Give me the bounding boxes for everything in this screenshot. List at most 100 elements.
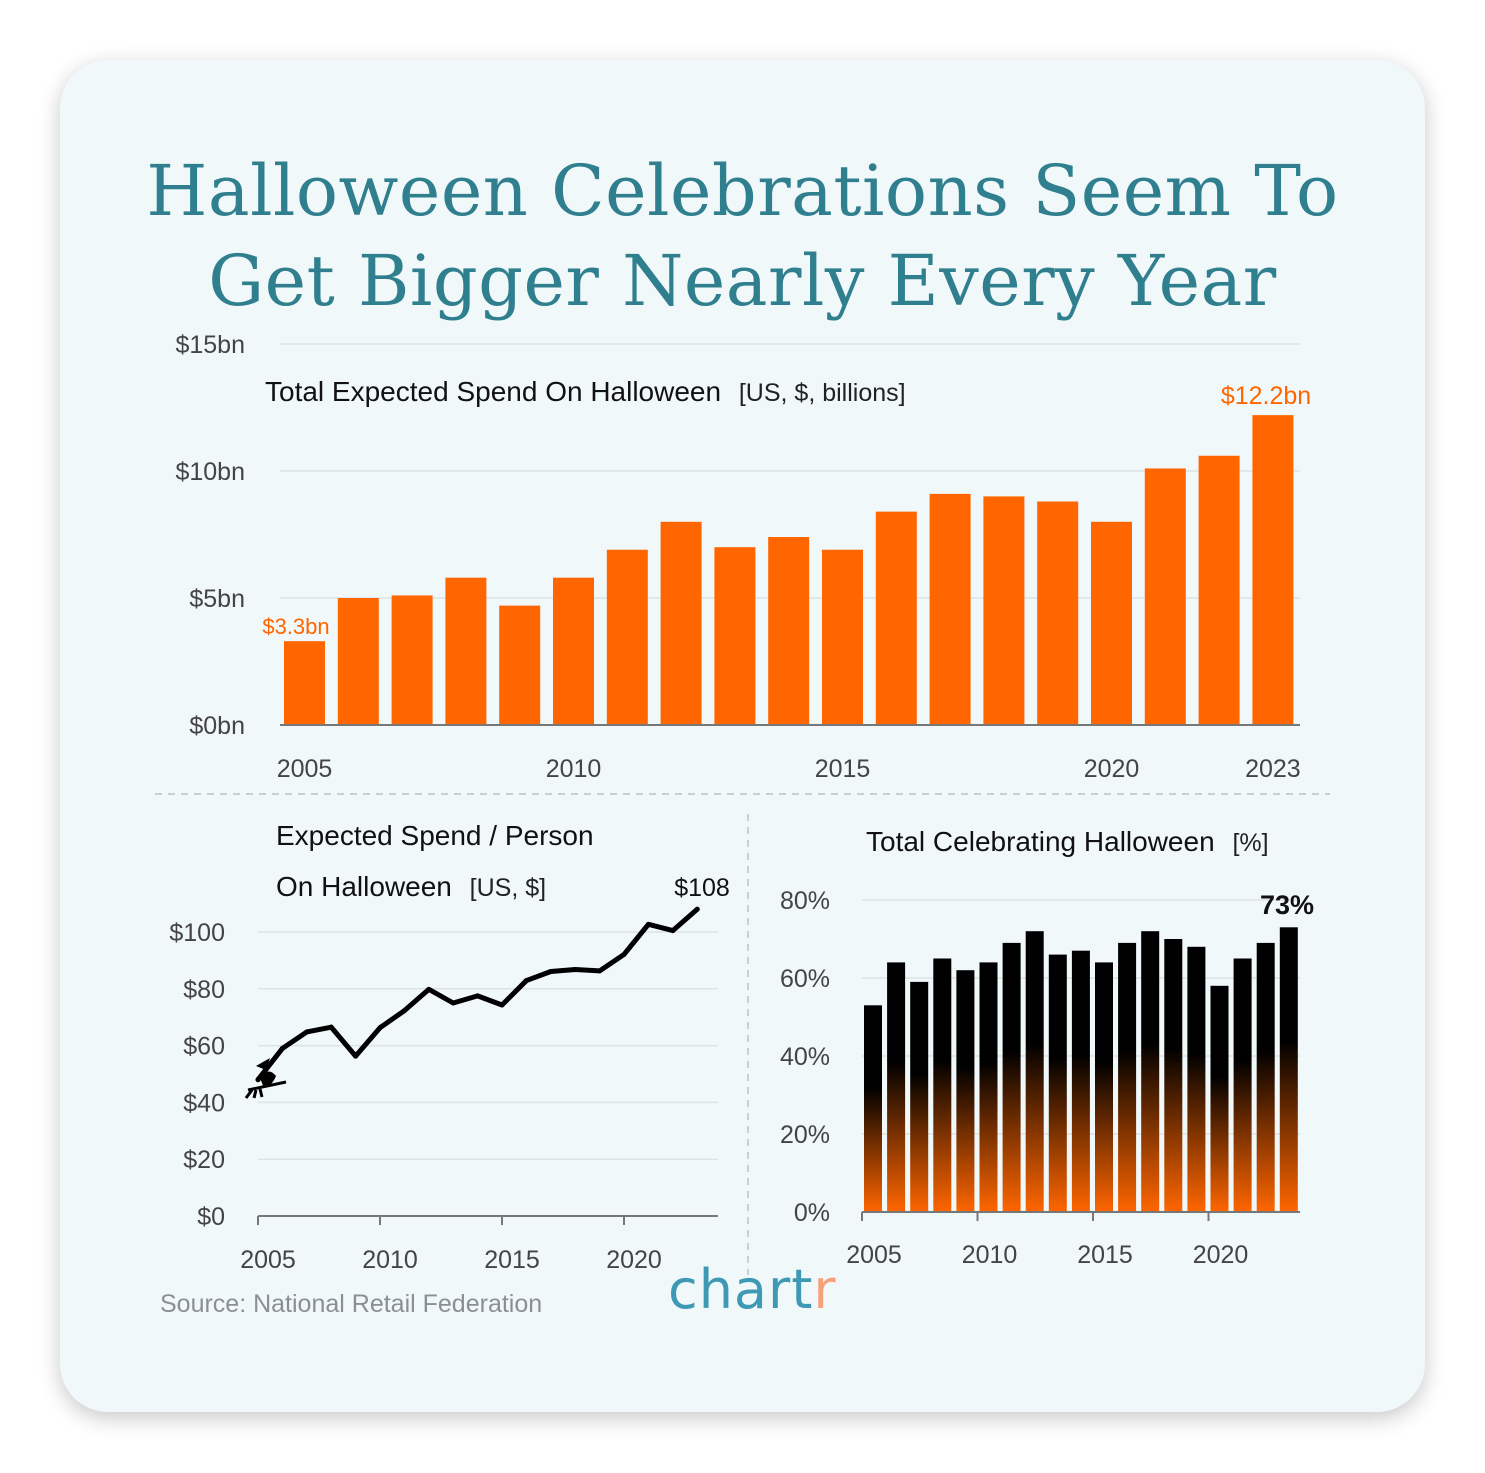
line-last-value-label: $108 bbox=[674, 874, 730, 902]
line-point bbox=[450, 1000, 456, 1006]
top-y-tick-label: $5bn bbox=[189, 585, 245, 613]
pct-chart-title-main: Total Celebrating Halloween bbox=[866, 826, 1215, 857]
line-x-tick-label: 2020 bbox=[606, 1246, 662, 1274]
logo-accent: r bbox=[813, 1258, 837, 1321]
line-point bbox=[475, 993, 481, 999]
top-bar bbox=[768, 537, 810, 725]
line-chart-title-main: On Halloween bbox=[276, 871, 452, 902]
pct-bar bbox=[1210, 985, 1229, 1212]
top-chart-title-main: Total Expected Spend On Halloween bbox=[265, 376, 721, 407]
line-point bbox=[670, 928, 676, 934]
pct-bar bbox=[887, 962, 906, 1212]
line-y-tick-label: $100 bbox=[169, 919, 225, 947]
pct-bar bbox=[1118, 942, 1137, 1212]
page-title-line-2: Get Bigger Nearly Every Year bbox=[208, 240, 1277, 322]
celebrating-chart: 0% 20% 40% 60% 80% 2005 2010 2015 2020 Total Ce… bbox=[780, 826, 1314, 1269]
total-spend-chart: $0bn$5bn$10bn$15bn 2005 2010 2015 2020 2023 … bbox=[175, 331, 1311, 783]
pct-chart-title: Total Celebrating Halloween [%] bbox=[866, 826, 1269, 857]
pct-bar bbox=[1025, 931, 1044, 1212]
top-bar bbox=[1091, 521, 1132, 725]
top-bar bbox=[284, 641, 325, 725]
line-chart-title-line-2: On Halloween [US, $] bbox=[276, 871, 546, 902]
pct-y-tick-label: 60% bbox=[780, 965, 830, 993]
top-bar bbox=[1252, 415, 1294, 725]
line-point bbox=[645, 921, 651, 927]
top-bar bbox=[553, 577, 594, 725]
top-bar bbox=[875, 511, 917, 725]
pct-x-tick-label: 2020 bbox=[1193, 1241, 1249, 1269]
pct-bar bbox=[979, 962, 998, 1212]
spend-per-person-chart: $0 $20 $40 $60 $80 $100 2005 2010 2015 2020 Expe… bbox=[169, 820, 729, 1274]
top-bar bbox=[391, 595, 433, 725]
top-chart-title: Total Expected Spend On Halloween [US, $… bbox=[265, 376, 906, 407]
top-x-tick-label: 2010 bbox=[546, 755, 602, 783]
line-point bbox=[279, 1045, 285, 1051]
line-chart-subtitle: [US, $] bbox=[470, 874, 546, 902]
pct-bar bbox=[1141, 931, 1160, 1212]
pct-bar bbox=[1187, 946, 1206, 1212]
witch-icon bbox=[244, 1058, 287, 1099]
pct-last-value-label: 73% bbox=[1260, 890, 1314, 920]
pct-bar bbox=[933, 958, 952, 1212]
top-chart-subtitle: [US, $, billions] bbox=[739, 379, 906, 407]
top-y-tick-label: $0bn bbox=[189, 712, 245, 740]
line-point bbox=[377, 1025, 383, 1031]
line-point bbox=[328, 1024, 334, 1030]
page-title-line-1: Halloween Celebrations Seem To bbox=[146, 150, 1339, 232]
pct-bar bbox=[1095, 962, 1113, 1212]
pct-y-tick-label: 80% bbox=[780, 887, 830, 915]
pct-bar bbox=[956, 970, 975, 1212]
page-title: Halloween Celebrations Seem To Get Bigge… bbox=[60, 146, 1425, 326]
pct-bar bbox=[1256, 942, 1275, 1212]
pct-x-tick-label: 2015 bbox=[1077, 1241, 1133, 1269]
line-point bbox=[597, 968, 603, 974]
line-x-tick-label: 2005 bbox=[240, 1246, 296, 1274]
pct-bar bbox=[1048, 954, 1067, 1212]
pct-bar bbox=[864, 1005, 882, 1212]
top-bar bbox=[337, 598, 379, 725]
top-bar bbox=[660, 521, 702, 725]
line-point bbox=[499, 1002, 505, 1008]
top-bar bbox=[1198, 455, 1240, 725]
line-point bbox=[304, 1029, 310, 1035]
line-point bbox=[426, 986, 432, 992]
logo-main: chart bbox=[668, 1258, 814, 1321]
top-x-tick-label: 2020 bbox=[1084, 755, 1140, 783]
line-chart-title-line-1: Expected Spend / Person bbox=[276, 820, 594, 851]
line-x-tick-label: 2010 bbox=[362, 1246, 418, 1274]
pct-chart-subtitle: [%] bbox=[1232, 829, 1268, 857]
pct-bar bbox=[910, 981, 929, 1212]
pct-y-tick-label: 0% bbox=[794, 1199, 830, 1227]
line-point bbox=[572, 966, 578, 972]
top-bar bbox=[983, 496, 1025, 725]
top-bar bbox=[1037, 501, 1079, 725]
line-point bbox=[401, 1008, 407, 1014]
top-y-tick-label: $10bn bbox=[175, 458, 245, 486]
line-y-tick-label: $0 bbox=[197, 1203, 225, 1231]
top-bar bbox=[445, 577, 487, 725]
pct-y-tick-label: 20% bbox=[780, 1121, 830, 1149]
top-bar bbox=[1144, 468, 1186, 725]
line-point bbox=[523, 978, 529, 984]
line-y-tick-label: $40 bbox=[183, 1089, 225, 1117]
line-y-tick-label: $60 bbox=[183, 1033, 225, 1061]
line-y-tick-label: $20 bbox=[183, 1146, 225, 1174]
pct-y-tick-label: 40% bbox=[780, 1043, 830, 1071]
pct-bar bbox=[1279, 927, 1298, 1212]
line-point bbox=[255, 1077, 261, 1083]
line-x-tick-label: 2015 bbox=[484, 1246, 540, 1274]
line-y-tick-label: $80 bbox=[183, 976, 225, 1004]
chartr-logo: chartr bbox=[668, 1258, 837, 1321]
line-point bbox=[621, 951, 627, 957]
pct-bar bbox=[1002, 942, 1021, 1212]
top-bar bbox=[714, 547, 756, 725]
pct-bar bbox=[1164, 939, 1183, 1212]
first-value-label: $3.3bn bbox=[262, 614, 329, 639]
top-bar bbox=[606, 549, 648, 725]
line-point bbox=[694, 906, 700, 912]
top-x-tick-label: 2015 bbox=[815, 755, 871, 783]
top-bar bbox=[822, 549, 863, 725]
top-bar bbox=[499, 605, 541, 725]
top-x-tick-label: 2023 bbox=[1245, 755, 1301, 783]
